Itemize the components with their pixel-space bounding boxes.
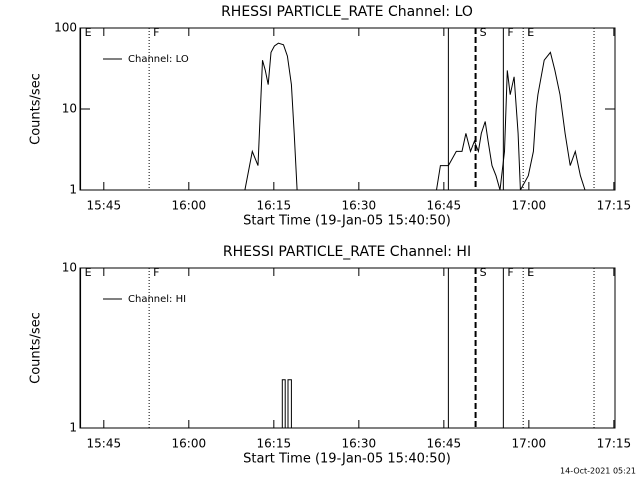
- x-tick-label: 16:45: [427, 437, 462, 451]
- y-tick-label: 1: [69, 421, 77, 435]
- y-tick-label: 100: [54, 21, 77, 35]
- event-marker-label: F: [507, 26, 513, 39]
- x-tick-label: 16:00: [172, 437, 207, 451]
- plot-area: [244, 42, 586, 190]
- event-marker-label: E: [527, 266, 534, 279]
- event-marker-label: E: [527, 26, 534, 39]
- event-marker-label: F: [153, 266, 159, 279]
- x-tick-label: 16:30: [342, 437, 377, 451]
- event-marker-label: E: [85, 266, 92, 279]
- x-tick-label: 17:00: [512, 199, 547, 213]
- y-tick-label: 10: [62, 102, 77, 116]
- y-tick-label: 1: [69, 183, 77, 197]
- x-axis-label: Start Time (19-Jan-05 15:40:50): [243, 214, 451, 229]
- y-axis-label: Counts/sec: [29, 312, 44, 384]
- x-tick-label: 16:15: [257, 199, 292, 213]
- x-tick-label: 16:45: [427, 199, 462, 213]
- data-line: [244, 42, 586, 190]
- event-marker-label: E: [85, 26, 92, 39]
- chart-title: RHESSI PARTICLE_RATE Channel: HI: [223, 244, 471, 260]
- x-tick-label: 17:15: [597, 199, 632, 213]
- legend-label: Channel: LO: [128, 54, 189, 65]
- plot-frame: [79, 267, 616, 429]
- timestamp: 14-Oct-2021 05:21: [560, 467, 636, 476]
- event-marker-label: F: [153, 26, 159, 39]
- x-tick-label: 16:30: [342, 199, 377, 213]
- event-marker-label: S: [480, 266, 487, 279]
- y-axis-label: Counts/sec: [29, 73, 44, 145]
- plot-area: [281, 379, 292, 428]
- x-tick-label: 15:45: [87, 199, 122, 213]
- event-marker-label: F: [507, 266, 513, 279]
- legend-label: Channel: HI: [128, 294, 186, 305]
- chart-title: RHESSI PARTICLE_RATE Channel: LO: [221, 4, 473, 20]
- x-axis-label: Start Time (19-Jan-05 15:40:50): [243, 452, 451, 467]
- x-tick-label: 16:15: [257, 437, 292, 451]
- y-tick-label: 10: [62, 261, 77, 275]
- event-marker-label: S: [480, 26, 487, 39]
- x-tick-label: 16:00: [172, 199, 207, 213]
- data-line: [281, 379, 292, 428]
- x-tick-label: 17:15: [597, 437, 632, 451]
- x-tick-label: 15:45: [87, 437, 122, 451]
- x-tick-label: 17:00: [512, 437, 547, 451]
